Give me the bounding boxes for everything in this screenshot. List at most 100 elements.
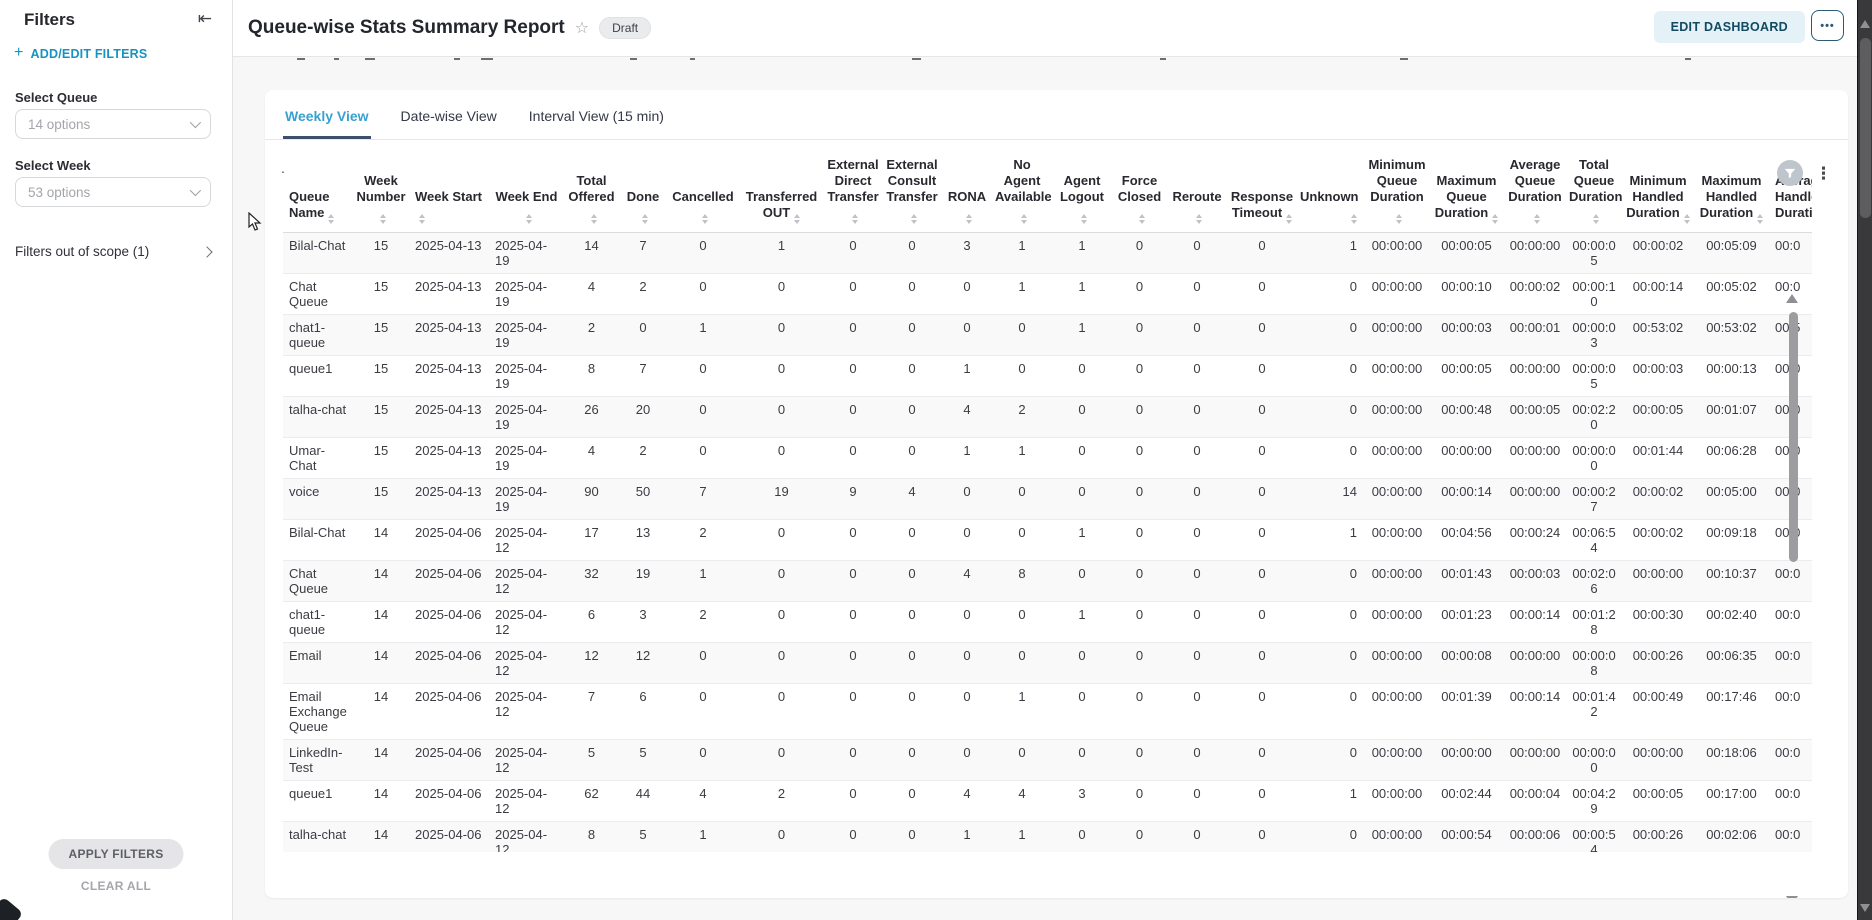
stat-cell: 0 [908, 442, 916, 458]
page-scroll-up-arrow[interactable] [1860, 20, 1870, 28]
stat-cell: 0 [1193, 688, 1201, 704]
column-header-rona[interactable]: RONA [942, 148, 992, 233]
tab-weekly-view[interactable]: Weekly View [283, 108, 371, 139]
queue-select[interactable]: 14 options [15, 109, 211, 139]
stat-cell: 1 [1018, 442, 1026, 458]
stat-cell: 0 [963, 319, 971, 335]
more-options-button[interactable]: ••• [1811, 10, 1844, 41]
clipped-content-mark [630, 58, 637, 60]
column-header-transferred-out[interactable]: Transferred OUT [739, 148, 824, 233]
column-header-unknown[interactable]: Unknown [1297, 148, 1365, 233]
stat-cell: 1 [963, 826, 971, 842]
column-header-no-agent-available[interactable]: No Agent Available [992, 148, 1052, 233]
column-header-response-timeout[interactable]: Response Timeout [1227, 148, 1297, 233]
stat-cell: 00:00:00 [1371, 483, 1423, 499]
edit-dashboard-button[interactable]: EDIT DASHBOARD [1653, 11, 1805, 43]
clear-all-button[interactable]: CLEAR ALL [80, 879, 152, 893]
stat-cell: 2025-04-12 [495, 647, 548, 678]
stat-cell: 00:02:44 [1441, 785, 1492, 801]
stat-cell: 00:00:02 [1632, 237, 1684, 253]
stat-cell: 5 [639, 826, 647, 842]
stat-cell: 26 [584, 401, 599, 417]
stat-cell: 00:00:00 [1371, 401, 1423, 417]
column-header-done[interactable]: Done [619, 148, 667, 233]
column-header-minimum-handled-duration[interactable]: Minimum Handled Duration [1622, 148, 1694, 233]
stat-cell: 00:00:49 [1632, 688, 1684, 704]
page-scrollbar-thumb[interactable] [1860, 38, 1871, 218]
week-select[interactable]: 53 options [15, 177, 211, 207]
column-header-minimum-queue-duration[interactable]: Minimum Queue Duration [1365, 148, 1429, 233]
column-header-total-queue-duration[interactable]: Total Queue Duration [1566, 148, 1622, 233]
column-header-week-start[interactable]: Week Start [409, 148, 489, 233]
clipped-content-mark [1400, 58, 1408, 60]
stat-cell: 1 [1078, 319, 1086, 335]
stat-cell: 0 [1135, 483, 1144, 499]
column-header-week-end[interactable]: Week End [489, 148, 564, 233]
stat-cell: 0 [1349, 319, 1357, 335]
add-edit-filters-button[interactable]: + ADD/EDIT FILTERS [14, 44, 147, 62]
table-scroll-up-arrow[interactable] [1786, 294, 1798, 303]
table-header-row: Queue Name Week Number Week Start Week End T… [283, 148, 1812, 233]
stat-cell: 19 [635, 565, 651, 581]
stat-cell: 9 [849, 483, 857, 499]
stat-cell: 0 [699, 688, 707, 704]
stat-cell: 00:53:02 [1706, 319, 1757, 335]
column-header-queue-name[interactable]: Queue Name [283, 148, 353, 233]
stat-cell: 14 [1342, 483, 1357, 499]
table-vertical-scrollbar-thumb[interactable] [1789, 312, 1798, 562]
stat-cell: 0 [1018, 524, 1026, 540]
stat-cell: 00:0 [1775, 565, 1801, 581]
stat-cell: 15 [373, 483, 389, 499]
stat-cell: 2025-04-19 [495, 442, 548, 473]
tab-interval-view-15-min-[interactable]: Interval View (15 min) [528, 108, 664, 124]
column-header-label: Response Timeout [1230, 188, 1294, 220]
stat-cell: 0 [1258, 237, 1266, 253]
column-header-total-offered[interactable]: Total Offered [564, 148, 619, 233]
corner-logo [0, 896, 24, 920]
column-header-week-number[interactable]: Week Number [353, 148, 409, 233]
stat-cell: 2025-04-06 [415, 647, 482, 663]
stat-cell: 1 [1349, 785, 1357, 801]
table-scroll-down-arrow[interactable] [1786, 896, 1798, 898]
draft-badge: Draft [599, 17, 652, 39]
star-icon[interactable]: ☆ [574, 20, 590, 37]
page-scroll-down-arrow[interactable] [1860, 904, 1870, 912]
stat-cell: 1 [963, 360, 971, 376]
column-header-agent-logout[interactable]: Agent Logout [1052, 148, 1112, 233]
queue-name-cell: queue1 [289, 360, 333, 376]
collapse-sidebar-icon[interactable]: ⇤ [197, 9, 212, 28]
filters-out-of-scope-row[interactable]: Filters out of scope (1) [15, 244, 213, 259]
tab-date-wise-view[interactable]: Date-wise View [400, 108, 497, 124]
column-header-cancelled[interactable]: Cancelled [667, 148, 739, 233]
filters-out-of-scope-label: Filters out of scope (1) [15, 244, 150, 259]
sort-icon [911, 213, 917, 224]
apply-filters-button[interactable]: APPLY FILTERS [48, 839, 184, 869]
column-header-external-consult-transfer[interactable]: External Consult Transfer [882, 148, 942, 233]
stat-cell: 0 [1078, 826, 1086, 842]
column-header-force-closed[interactable]: Force Closed [1112, 148, 1167, 233]
column-header-external-direct-transfer[interactable]: External Direct Transfer [824, 148, 882, 233]
page-scrollbar[interactable] [1857, 0, 1872, 920]
table-row: Bilal-Chat 14 2025-04-06 2025-04-12 17 13 2 0 0 0… [283, 519, 1812, 560]
column-header-reroute[interactable]: Reroute [1167, 148, 1227, 233]
stat-cell: 0 [849, 785, 857, 801]
column-header-maximum-queue-duration[interactable]: Maximum Queue Duration [1429, 148, 1504, 233]
stat-cell: 2025-04-06 [415, 744, 482, 760]
stat-cell: 00:00:00 [1509, 442, 1561, 458]
stat-cell: 0 [1135, 565, 1144, 581]
column-header-average-queue-duration[interactable]: Average Queue Duration [1504, 148, 1566, 233]
column-header-maximum-handled-duration[interactable]: Maximum Handled Duration [1694, 148, 1769, 233]
clipped-content-mark [365, 58, 375, 60]
stat-cell: 2025-04-12 [495, 826, 548, 853]
stat-cell: 00:06:54 [1572, 524, 1616, 555]
table-kebab-menu-icon[interactable]: ⋮ [1815, 163, 1832, 183]
stat-cell: 1 [1018, 688, 1026, 704]
stat-cell: 00:00:14 [1441, 483, 1492, 499]
stat-cell: 0 [1349, 401, 1357, 417]
sort-icon [328, 213, 335, 224]
table-filter-icon[interactable] [1777, 160, 1803, 186]
stat-cell: 0 [1349, 278, 1357, 294]
sort-icon [380, 213, 386, 224]
stat-cell: 00:05:00 [1706, 483, 1757, 499]
stat-cell: 00:00:00 [1371, 744, 1423, 760]
